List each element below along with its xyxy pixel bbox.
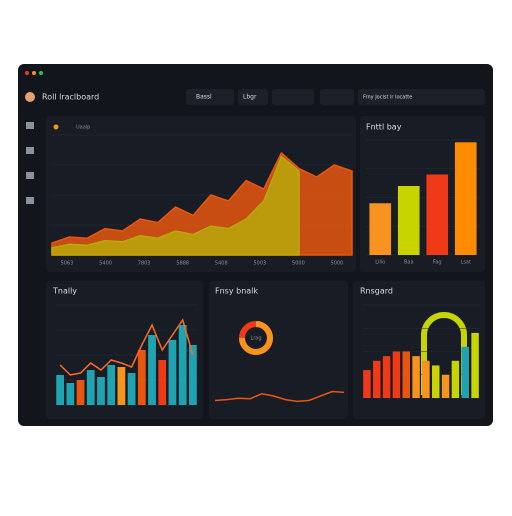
panel-title: Tnally [52,287,77,296]
x-tick-label: 5888 [176,261,189,267]
panel-title: Rnsgard [360,287,393,296]
x-tick-label: 5000 [292,261,305,267]
bar [369,203,392,255]
bar [397,186,420,255]
bar [127,373,136,405]
bar [461,346,469,398]
search-box[interactable] [358,89,485,105]
app-title: Roll lraclboard [42,93,99,102]
bar [189,345,197,405]
donut-value [239,321,273,355]
decor-arc [421,312,467,395]
filter-label: Lbgr [243,94,257,101]
panel-title: Fnttl bay [366,123,402,132]
search-button[interactable] [272,89,314,105]
x-tick-label: 5063 [61,261,74,267]
filter[interactable] [238,89,268,105]
bar [76,380,85,405]
bar [382,356,391,398]
bar [168,340,177,405]
x-tick-label: Fag [433,260,442,266]
dot [39,71,43,75]
search-placeholder: Frny Joclst lr locatte [363,95,412,101]
panel [360,116,485,272]
bar [392,351,401,398]
area [51,155,300,256]
bar [363,370,371,398]
bar [441,374,450,398]
line [214,390,345,403]
x-tick-label: Llllo [375,260,385,266]
x-tick-label: 5000 [331,261,344,267]
bar [471,332,479,398]
bar [148,335,156,405]
nav-icon[interactable] [26,147,34,154]
dot [25,71,29,75]
bar [451,360,460,398]
legend-label: Uaalp [76,125,90,131]
avatar [25,92,35,102]
x-tick-label: Baa [404,260,414,266]
bar [432,365,440,398]
bar [137,350,146,405]
x-tick-label: 5400 [99,261,112,267]
line [59,318,194,376]
bar [422,360,430,398]
dropdown[interactable] [320,89,354,105]
bar [97,377,105,405]
bar [66,383,75,405]
bar [56,375,64,405]
dot [32,71,36,75]
bar [107,365,116,405]
bar [412,356,420,398]
legend-swatch [53,124,59,130]
x-tick-label: 7803 [138,261,151,267]
filter[interactable] [186,89,234,105]
panel [209,281,348,419]
x-tick-label: Lsat [461,260,471,266]
x-tick-label: 5003 [253,261,266,267]
nav-icon[interactable] [26,197,34,204]
bar [373,360,381,398]
panel-title: Fnsy bnalk [215,287,258,296]
donut-label: Lrag [250,336,261,342]
bar [402,351,410,398]
x-tick-label: 5408 [215,261,228,267]
bar [117,367,126,405]
bar [178,325,187,405]
bar [86,370,95,405]
nav-icon[interactable] [26,122,34,129]
bar [454,142,477,255]
filter-label: Bassl [196,94,212,101]
bar [426,174,449,255]
bar [158,360,167,405]
nav-icon[interactable] [26,172,34,179]
